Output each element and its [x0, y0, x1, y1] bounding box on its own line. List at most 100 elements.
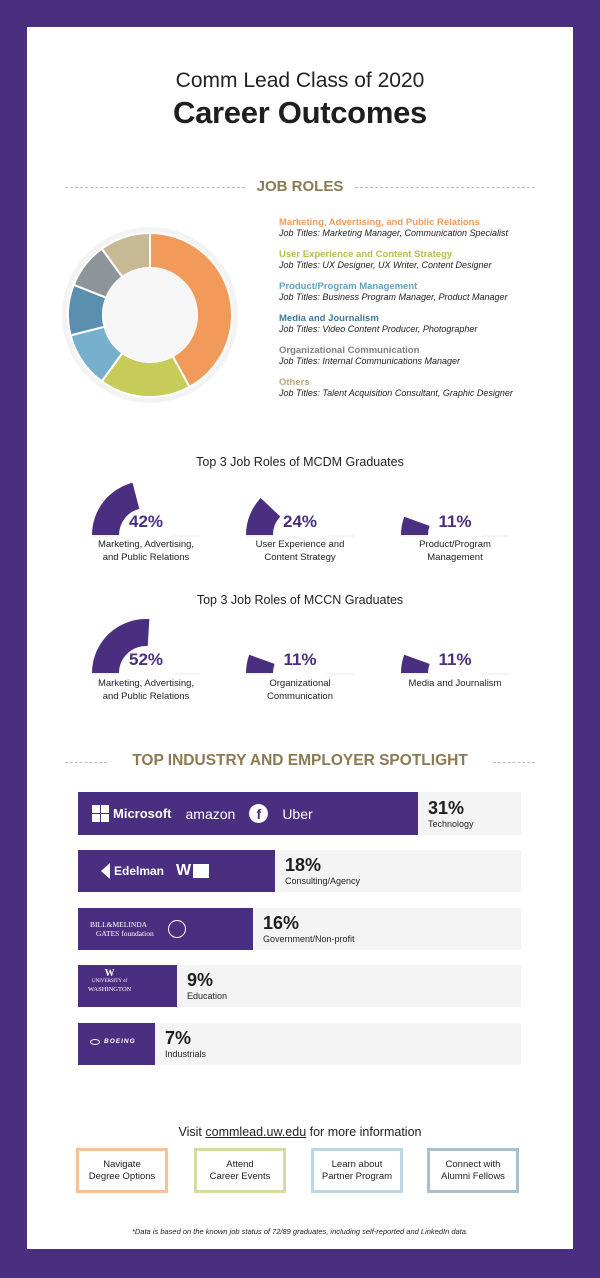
legend-category: Media and Journalism — [279, 313, 379, 324]
gauge-track — [92, 535, 200, 537]
industry-pct: 16% — [263, 913, 300, 933]
gauge-fill — [92, 482, 140, 535]
gauge-track — [246, 535, 354, 537]
legend-job-titles: Job Titles: Internal Communications Mana… — [279, 356, 461, 366]
seal-logo-icon — [167, 920, 186, 938]
legend-item-media: Media and Journalism Job Titles: Video C… — [279, 313, 569, 334]
legend-category: Others — [279, 377, 310, 388]
gauge-fill — [246, 654, 275, 673]
legend-job-titles: Job Titles: Business Program Manager, Pr… — [279, 292, 508, 302]
logo-group: BILL&MELINDA GATES foundation — [90, 920, 186, 938]
industry-bar: BILL&MELINDA GATES foundation — [78, 908, 253, 950]
gauge-track — [401, 535, 509, 537]
wongdoody-logo-text: W — [176, 862, 192, 879]
industry-pct: 18% — [285, 855, 322, 875]
divider-right — [493, 762, 535, 763]
gauge-label: Media and Journalism — [408, 678, 502, 689]
legend-item-product: Product/Program Management Job Titles: B… — [279, 281, 569, 302]
page-title: Career Outcomes — [173, 95, 427, 130]
gauge-fill — [401, 654, 430, 673]
legend-job-titles: Job Titles: Marketing Manager, Communica… — [279, 228, 509, 238]
legend-job-titles: Job Titles: Video Content Producer, Phot… — [279, 324, 478, 334]
facebook-logo-icon: f — [249, 804, 269, 823]
job-roles-donut-chart — [62, 227, 238, 403]
industry-name: Technology — [428, 819, 474, 829]
legend-category: Product/Program Management — [279, 281, 418, 292]
uber-logo-text: Uber — [282, 805, 313, 822]
legend-category: Organizational Communication — [279, 345, 420, 356]
gauge-label: Organizational Communication — [267, 678, 333, 702]
industry-name: Government/Non-profit — [263, 934, 355, 944]
edelman-logo-icon — [92, 863, 110, 879]
gauge — [401, 654, 509, 675]
industry-name: Industrials — [165, 1049, 207, 1059]
industry-pct: 31% — [428, 798, 465, 818]
attend-career-events-button[interactable]: Attend Career Events — [194, 1148, 286, 1193]
legend-category: User Experience and Content Strategy — [279, 249, 453, 260]
gauge — [246, 498, 354, 537]
industry-bar: Edelman W — [78, 850, 275, 892]
logo-group: Edelman W — [92, 862, 210, 880]
gauge-label: Product/Program Management — [419, 539, 491, 563]
gauge-track — [92, 673, 200, 675]
learn-partner-program-button[interactable]: Learn about Partner Program — [311, 1148, 403, 1193]
legend-item-org-comm: Organizational Communication Job Titles:… — [279, 345, 569, 366]
gauge-percent: 11% — [283, 650, 317, 669]
industry-bar: Microsoft amazon f Uber — [78, 792, 418, 835]
amazon-logo-text: amazon — [185, 805, 236, 822]
gates-foundation-logo: BILL&MELINDA GATES foundation — [90, 920, 154, 938]
legend-category: Marketing, Advertising, and Public Relat… — [279, 217, 480, 228]
divider-left — [65, 187, 245, 188]
microsoft-logo-text: Microsoft — [113, 806, 172, 821]
boeing-logo-icon — [90, 1038, 100, 1045]
gauge-label: User Experience and Content Strategy — [255, 539, 345, 563]
industry-title: TOP INDUSTRY AND EMPLOYER SPOTLIGHT — [132, 752, 468, 769]
infographic-sheet: Comm Lead Class of 2020 Career Outcomes … — [27, 27, 573, 1249]
microsoft-logo-icon — [92, 805, 109, 822]
visit-text: Visit commlead.uw.edu for more informati… — [178, 1125, 422, 1139]
gauge-percent: 11% — [438, 512, 472, 531]
mcdm-title: Top 3 Job Roles of MCDM Graduates — [196, 455, 404, 469]
commlead-link[interactable]: commlead.uw.edu — [205, 1125, 307, 1139]
footnote: *Data is based on the known job status o… — [131, 1227, 469, 1236]
edelman-logo-text: Edelman — [114, 864, 165, 878]
gauge — [401, 516, 509, 537]
gauge-label: Marketing, Advertising, and Public Relati… — [97, 539, 195, 563]
gauge-fill — [401, 516, 430, 535]
uw-logo: W UNIVERSITY of WASHINGTON — [88, 968, 132, 994]
job-roles-legend: Marketing, Advertising, and Public Relat… — [279, 217, 569, 398]
gauge-percent: 11% — [438, 650, 472, 669]
legend-item-ux: User Experience and Content Strategy Job… — [279, 249, 569, 270]
gauge-percent: 52% — [128, 650, 164, 669]
boeing-logo: BOEING — [90, 1038, 136, 1045]
legend-item-others: Others Job Titles: Talent Acquisition Co… — [279, 377, 569, 398]
page-subtitle: Comm Lead Class of 2020 — [175, 69, 425, 92]
gauge-fill — [92, 619, 150, 673]
legend-item-marketing: Marketing, Advertising, and Public Relat… — [279, 217, 569, 238]
divider-left — [65, 762, 107, 763]
job-roles-title: JOB ROLES — [256, 178, 344, 195]
gauge-percent: 24% — [282, 512, 318, 531]
legend-job-titles: Job Titles: UX Designer, UX Writer, Cont… — [279, 260, 492, 270]
gauge — [92, 619, 200, 675]
industry-pct: 7% — [165, 1028, 192, 1048]
industry-bar: BOEING — [78, 1023, 155, 1065]
gauge-track — [246, 673, 354, 675]
gauge — [92, 482, 200, 537]
gauge-fill — [246, 498, 281, 535]
logo-group: Microsoft amazon f Uber — [92, 804, 313, 823]
gauge-percent: 42% — [128, 512, 164, 531]
gauge-label: Marketing, Advertising, and Public Relati… — [97, 678, 195, 702]
gauge-track — [401, 673, 509, 675]
navigate-degree-options-button[interactable]: Navigate Degree Options — [76, 1148, 168, 1193]
connect-alumni-fellows-button[interactable]: Connect with Alumni Fellows — [427, 1148, 519, 1193]
industry-bar: W UNIVERSITY of WASHINGTON — [78, 965, 177, 1007]
industry-name: Consulting/Agency — [285, 876, 361, 886]
industry-name: Education — [187, 991, 228, 1001]
divider-right — [355, 187, 535, 188]
gauge — [246, 654, 354, 675]
wongdoody-logo-icon — [193, 864, 210, 878]
industry-pct: 9% — [187, 970, 214, 990]
donut-hole — [103, 268, 197, 362]
mccn-title: Top 3 Job Roles of MCCN Graduates — [196, 593, 404, 607]
